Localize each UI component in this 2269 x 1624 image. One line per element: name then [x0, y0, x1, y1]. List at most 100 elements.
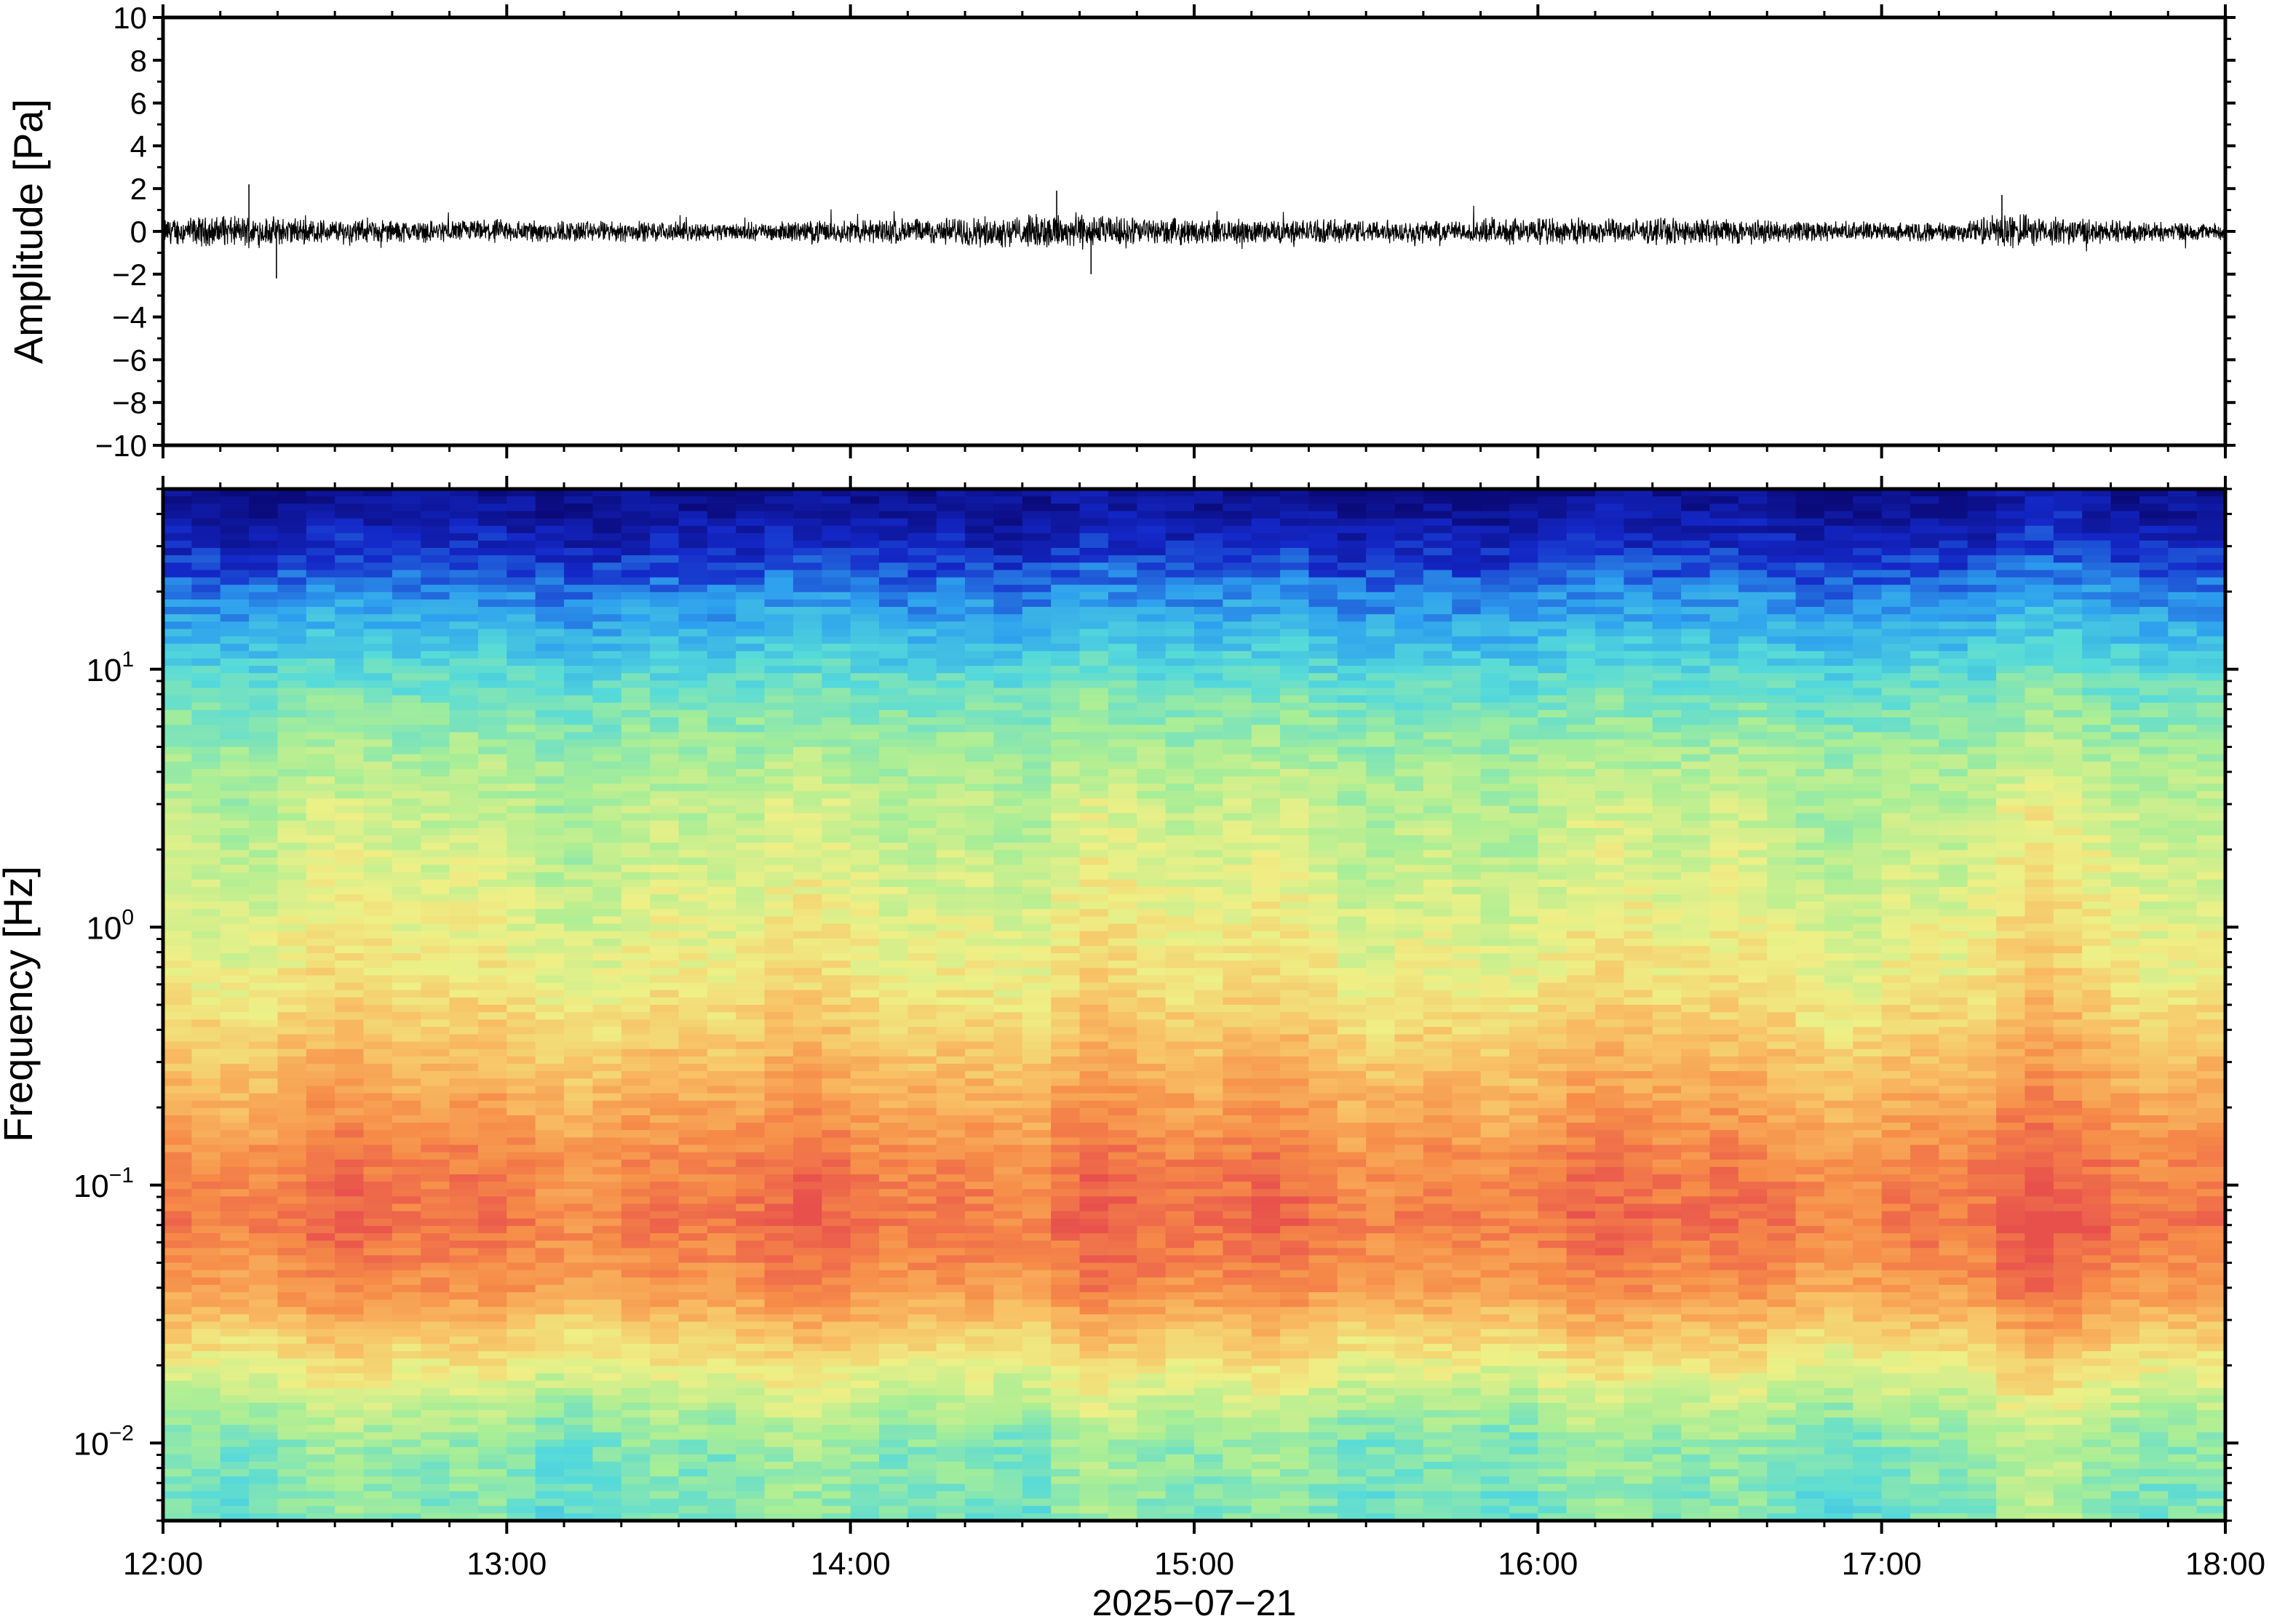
- spectrogram-cell: [1137, 1123, 1167, 1131]
- spectrogram-cell: [335, 1380, 365, 1389]
- spectrogram-cell: [879, 643, 909, 652]
- spectrogram-cell: [879, 1366, 909, 1374]
- spectrogram-cell: [792, 1284, 823, 1293]
- spectrogram-cell: [363, 548, 393, 556]
- spectrogram-cell: [306, 747, 335, 755]
- spectrogram-cell: [421, 1343, 450, 1352]
- spectrogram-cell: [879, 857, 909, 866]
- spectrogram-cell: [621, 1166, 651, 1175]
- spectrogram-cell: [592, 643, 622, 652]
- spectrogram-cell: [1022, 916, 1052, 925]
- spectrogram-cell: [564, 901, 594, 910]
- spectrogram-cell: [707, 1292, 737, 1300]
- spectrogram-cell: [650, 1446, 680, 1455]
- spectrogram-cell: [421, 990, 450, 998]
- spectrogram-cell: [392, 791, 422, 800]
- spectrogram-cell: [220, 776, 250, 784]
- spectrogram-cell: [421, 1454, 450, 1462]
- spectrogram-cell: [1108, 1248, 1138, 1257]
- spectrogram-cell: [965, 1366, 995, 1374]
- spectrogram-cell: [621, 1410, 651, 1418]
- spectrogram-cell: [592, 1100, 622, 1109]
- spectrogram-cell: [163, 791, 193, 800]
- spectrogram-cell: [1137, 923, 1167, 932]
- spectrogram-cell: [363, 702, 393, 711]
- spectrogram-cell: [764, 1432, 794, 1441]
- spectrogram-cell: [650, 1307, 680, 1315]
- spectrogram-cell: [564, 680, 594, 689]
- spectrogram-cell: [621, 1048, 651, 1057]
- spectrogram-cell: [506, 960, 536, 969]
- spectrogram-cell: [449, 725, 479, 733]
- spectrogram-cell: [650, 1019, 680, 1028]
- spectrogram-cell: [592, 776, 622, 784]
- spectrogram-cell: [907, 1012, 937, 1021]
- spectrogram-cell: [1137, 650, 1167, 659]
- spectrogram-cell: [1022, 1248, 1052, 1257]
- spectrogram-cell: [163, 1012, 193, 1021]
- spectrogram-cell: [421, 1366, 450, 1374]
- spectrogram-cell: [306, 1137, 335, 1146]
- spectrogram-cell: [335, 784, 365, 792]
- spectrogram-cell: [163, 1314, 193, 1323]
- spectrogram-cell: [506, 938, 536, 947]
- spectrogram-cell: [477, 1513, 508, 1521]
- spectrogram-cell: [965, 533, 995, 541]
- spectrogram-cell: [220, 1159, 250, 1168]
- spectrogram-cell: [392, 1484, 422, 1492]
- spectrogram-cell: [650, 1513, 680, 1521]
- spectrogram-cell: [306, 548, 335, 556]
- spectrogram-cell: [506, 666, 536, 674]
- spectrogram-cell: [1051, 629, 1081, 637]
- spectrogram-cell: [822, 1314, 851, 1323]
- spectrogram-cell: [220, 695, 250, 704]
- spectrogram-cell: [907, 533, 937, 541]
- spectrogram-cell: [363, 1196, 393, 1205]
- spectrogram-cell: [1108, 503, 1138, 512]
- spectrogram-cell: [1022, 1225, 1052, 1234]
- spectrogram-cell: [850, 1343, 880, 1352]
- spectrogram-cell: [707, 857, 737, 866]
- spectrogram-cell: [1137, 843, 1167, 851]
- spectrogram-cell: [249, 1336, 279, 1345]
- spectrogram-cell: [335, 1233, 365, 1241]
- spectrogram-cell: [1108, 1395, 1138, 1404]
- spectrogram-cell: [535, 938, 565, 947]
- spectrogram-cell: [650, 1461, 680, 1470]
- spectrogram-cell: [850, 732, 880, 741]
- spectrogram-cell: [822, 798, 851, 807]
- spectrogram-cell: [1022, 938, 1052, 947]
- spectrogram-cell: [736, 886, 766, 895]
- spectrogram-cell: [1051, 503, 1081, 512]
- spectrogram-cell: [993, 1299, 1023, 1308]
- spectrogram-cell: [621, 1189, 651, 1198]
- spectrogram-cell: [449, 945, 479, 954]
- spectrogram-cell: [363, 688, 393, 696]
- spectrogram-cell: [822, 864, 851, 873]
- spectrogram-cell: [163, 1484, 193, 1492]
- spectrogram-cell: [592, 1513, 622, 1521]
- spectrogram-cell: [1051, 709, 1081, 718]
- spectrogram-cell: [220, 1086, 250, 1094]
- spectrogram-cell: [220, 1446, 250, 1455]
- spectrogram-cell: [335, 1078, 365, 1087]
- spectrogram-cell: [764, 990, 794, 998]
- spectrogram-cell: [1022, 1078, 1052, 1087]
- spectrogram-cell: [392, 1130, 422, 1139]
- spectrogram-cell: [621, 1505, 651, 1514]
- spectrogram-cell: [592, 894, 622, 902]
- spectrogram-cell: [792, 923, 823, 932]
- spectrogram-cell: [936, 784, 966, 792]
- spectrogram-cell: [277, 1218, 307, 1227]
- spectrogram-cell: [306, 1513, 335, 1521]
- spectrogram-cell: [822, 658, 851, 666]
- spectrogram-cell: [736, 1277, 766, 1286]
- spectrogram-cell: [535, 1336, 565, 1345]
- spectrogram-cell: [879, 1182, 909, 1190]
- spectrogram-cell: [822, 1292, 851, 1300]
- spectrogram-cell: [220, 1123, 250, 1131]
- spectrogram-cell: [1079, 990, 1109, 998]
- spectrogram-cell: [191, 864, 221, 873]
- spectrogram-cell: [764, 909, 794, 918]
- spectrogram-cell: [965, 548, 995, 556]
